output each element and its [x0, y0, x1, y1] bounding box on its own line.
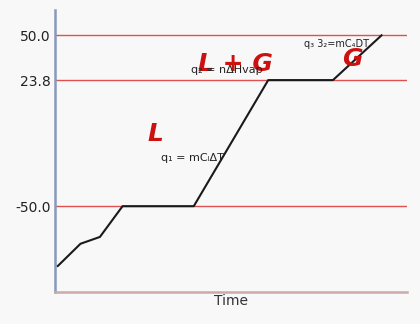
Text: G: G — [342, 47, 362, 71]
Text: L + G: L + G — [198, 52, 273, 76]
Text: q₃ 3₂=mC₄DT: q₃ 3₂=mC₄DT — [304, 39, 369, 49]
X-axis label: Time: Time — [214, 295, 248, 308]
Text: q₁ = mCₗΔT: q₁ = mCₗΔT — [161, 153, 224, 163]
Text: L: L — [147, 122, 163, 146]
Text: q₂ = nΔHvap: q₂ = nΔHvap — [191, 64, 262, 75]
